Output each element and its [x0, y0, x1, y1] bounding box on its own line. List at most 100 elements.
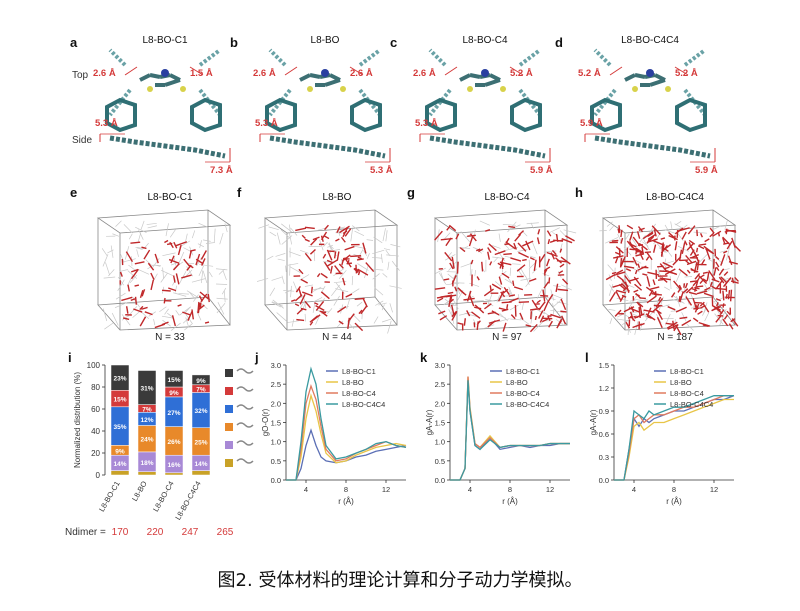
legend-label: L8-BO-C4C4	[670, 400, 713, 409]
legend-label: L8-BO-C4	[342, 389, 376, 398]
x-tick-label: 4	[632, 485, 636, 494]
dim-label-side-bottom-d: 5.9 Å	[695, 165, 718, 176]
y-tick-label: 0.6	[599, 430, 609, 439]
panel-title-c: L8-BO-C4	[462, 35, 508, 46]
series-line	[286, 366, 407, 481]
dim-label-left-d: 5.2 Å	[578, 68, 601, 79]
dim-label-side-bottom-b: 5.3 Å	[370, 165, 393, 176]
panel-title-b: L8-BO	[310, 35, 340, 46]
x-tick-label: 12	[382, 485, 390, 494]
row-label-side: Side	[72, 135, 93, 146]
ndimer-value: 170	[111, 527, 129, 538]
legend-swatch	[225, 405, 233, 413]
dim-label-side-top-d: 5.9 Å	[580, 118, 603, 129]
legend-swatch	[225, 387, 233, 395]
dim-label-right-b: 2.6 Å	[350, 68, 373, 79]
series-line	[286, 384, 407, 481]
y-tick-label: 1.5	[599, 361, 609, 370]
bar-data-label: 12%	[140, 417, 153, 424]
configuration-icon	[236, 386, 254, 392]
y-tick-label: 2.0	[271, 399, 281, 408]
bar-data-label: 27%	[167, 410, 180, 417]
panel-letter-a: a	[70, 35, 78, 50]
bar-data-label: 32%	[194, 408, 207, 415]
md-box-g	[433, 209, 577, 333]
x-axis-label: r (Å)	[338, 497, 354, 506]
bar-segment	[137, 471, 157, 476]
y-tick-label: 40	[91, 427, 100, 436]
panel-letter-i: i	[68, 350, 72, 365]
x-tick-label: 8	[508, 485, 512, 494]
series-line	[614, 398, 734, 481]
molecule-top-view-c	[425, 48, 542, 133]
molecule-top-view-d	[590, 48, 707, 133]
legend-label: L8-BO-C4	[506, 389, 540, 398]
x-tick-label: 8	[672, 485, 676, 494]
legend-swatch	[225, 441, 233, 449]
y-tick-label: 0.0	[599, 476, 609, 485]
dim-label-left-b: 2.6 Å	[253, 68, 276, 79]
configuration-icon	[236, 368, 254, 374]
dim-label-side-top-c: 5.3 Å	[415, 118, 438, 129]
y-tick-label: 2.5	[435, 380, 445, 389]
md-box-h	[599, 209, 741, 335]
panel-letter-j: j	[255, 350, 259, 365]
y-axis-label: Normalized distribution (%)	[73, 372, 82, 468]
bar-data-label: 16%	[167, 462, 180, 469]
figure-caption: 图2. 受体材料的理论计算和分子动力学模拟。	[217, 570, 583, 591]
n-count-f: N = 44	[322, 332, 352, 343]
bar-data-label: 9%	[115, 448, 125, 455]
legend-label: L8-BO-C1	[670, 367, 704, 376]
series-line	[614, 395, 734, 481]
legend-swatch	[225, 459, 233, 467]
bar-data-label: 18%	[140, 460, 153, 467]
y-axis-label: gA-A(r)	[425, 409, 434, 435]
bar-data-label: 26%	[167, 439, 180, 446]
panel-letter-h: h	[575, 185, 583, 200]
x-tick-label: 12	[546, 485, 554, 494]
series-line	[450, 380, 570, 481]
bar-segment	[110, 470, 130, 476]
y-tick-label: 0.5	[435, 457, 445, 466]
panel-title-h: L8-BO-C4C4	[646, 192, 704, 203]
rdf-chart-aa-2: 0.0 0.3 0.6 0.9 1.2 1.5 4 8 12 r (Å) gA-A(r) L8-BO-…	[589, 361, 735, 506]
x-tick-label: 8	[344, 485, 348, 494]
bar-segment	[110, 364, 130, 391]
dim-label-side-bottom-a: 7.3 Å	[210, 165, 233, 176]
y-tick-label: 2.0	[435, 399, 445, 408]
ndimer-value: 247	[181, 527, 199, 538]
y-tick-label: 0.3	[599, 453, 609, 462]
dim-label-right-a: 1.5 Å	[190, 68, 213, 79]
panel-title-f: L8-BO	[322, 192, 352, 203]
y-tick-label: 100	[87, 361, 101, 370]
y-tick-label: 1.2	[599, 384, 609, 393]
series-line	[614, 395, 734, 481]
panel-letter-g: g	[407, 185, 415, 200]
panel-letter-e: e	[70, 185, 78, 200]
y-tick-label: 0.5	[271, 457, 281, 466]
panel-letter-l: l	[585, 350, 589, 365]
molecule-side-view-d	[584, 133, 716, 163]
x-axis-label: r (Å)	[666, 497, 682, 506]
stacked-bar-chart: 0 20 40 60 80 100 Normalized distribution (%) 1…	[73, 361, 254, 522]
panel-letter-k: k	[420, 350, 428, 365]
x-axis-label: r (Å)	[502, 497, 518, 506]
rdf-chart-oo: 0.0 0.5 1.0 1.5 2.0 2.5 3.0 4 8 12 r (Å) gO-O(r) L8-…	[261, 361, 407, 506]
dim-label-left-c: 2.6 Å	[413, 68, 436, 79]
bar-segment	[164, 370, 184, 388]
ndimer-value: 220	[146, 527, 164, 538]
y-tick-label: 1.5	[435, 419, 445, 428]
md-box-f	[257, 209, 402, 334]
configuration-icon	[236, 458, 254, 464]
legend-label: L8-BO-C4C4	[342, 400, 385, 409]
bar-data-label: 7%	[196, 387, 206, 394]
bar-data-label: 7%	[142, 406, 152, 413]
x-category-label: L8-BO-C4	[151, 480, 176, 514]
n-count-h: N = 187	[657, 332, 693, 343]
panel-letter-f: f	[237, 185, 242, 200]
molecule-side-view-b	[259, 133, 391, 163]
y-axis-label: gO-O(r)	[261, 408, 270, 436]
bar-data-label: 24%	[140, 437, 153, 444]
panel-letter-b: b	[230, 35, 238, 50]
panel-letter-d: d	[555, 35, 563, 50]
